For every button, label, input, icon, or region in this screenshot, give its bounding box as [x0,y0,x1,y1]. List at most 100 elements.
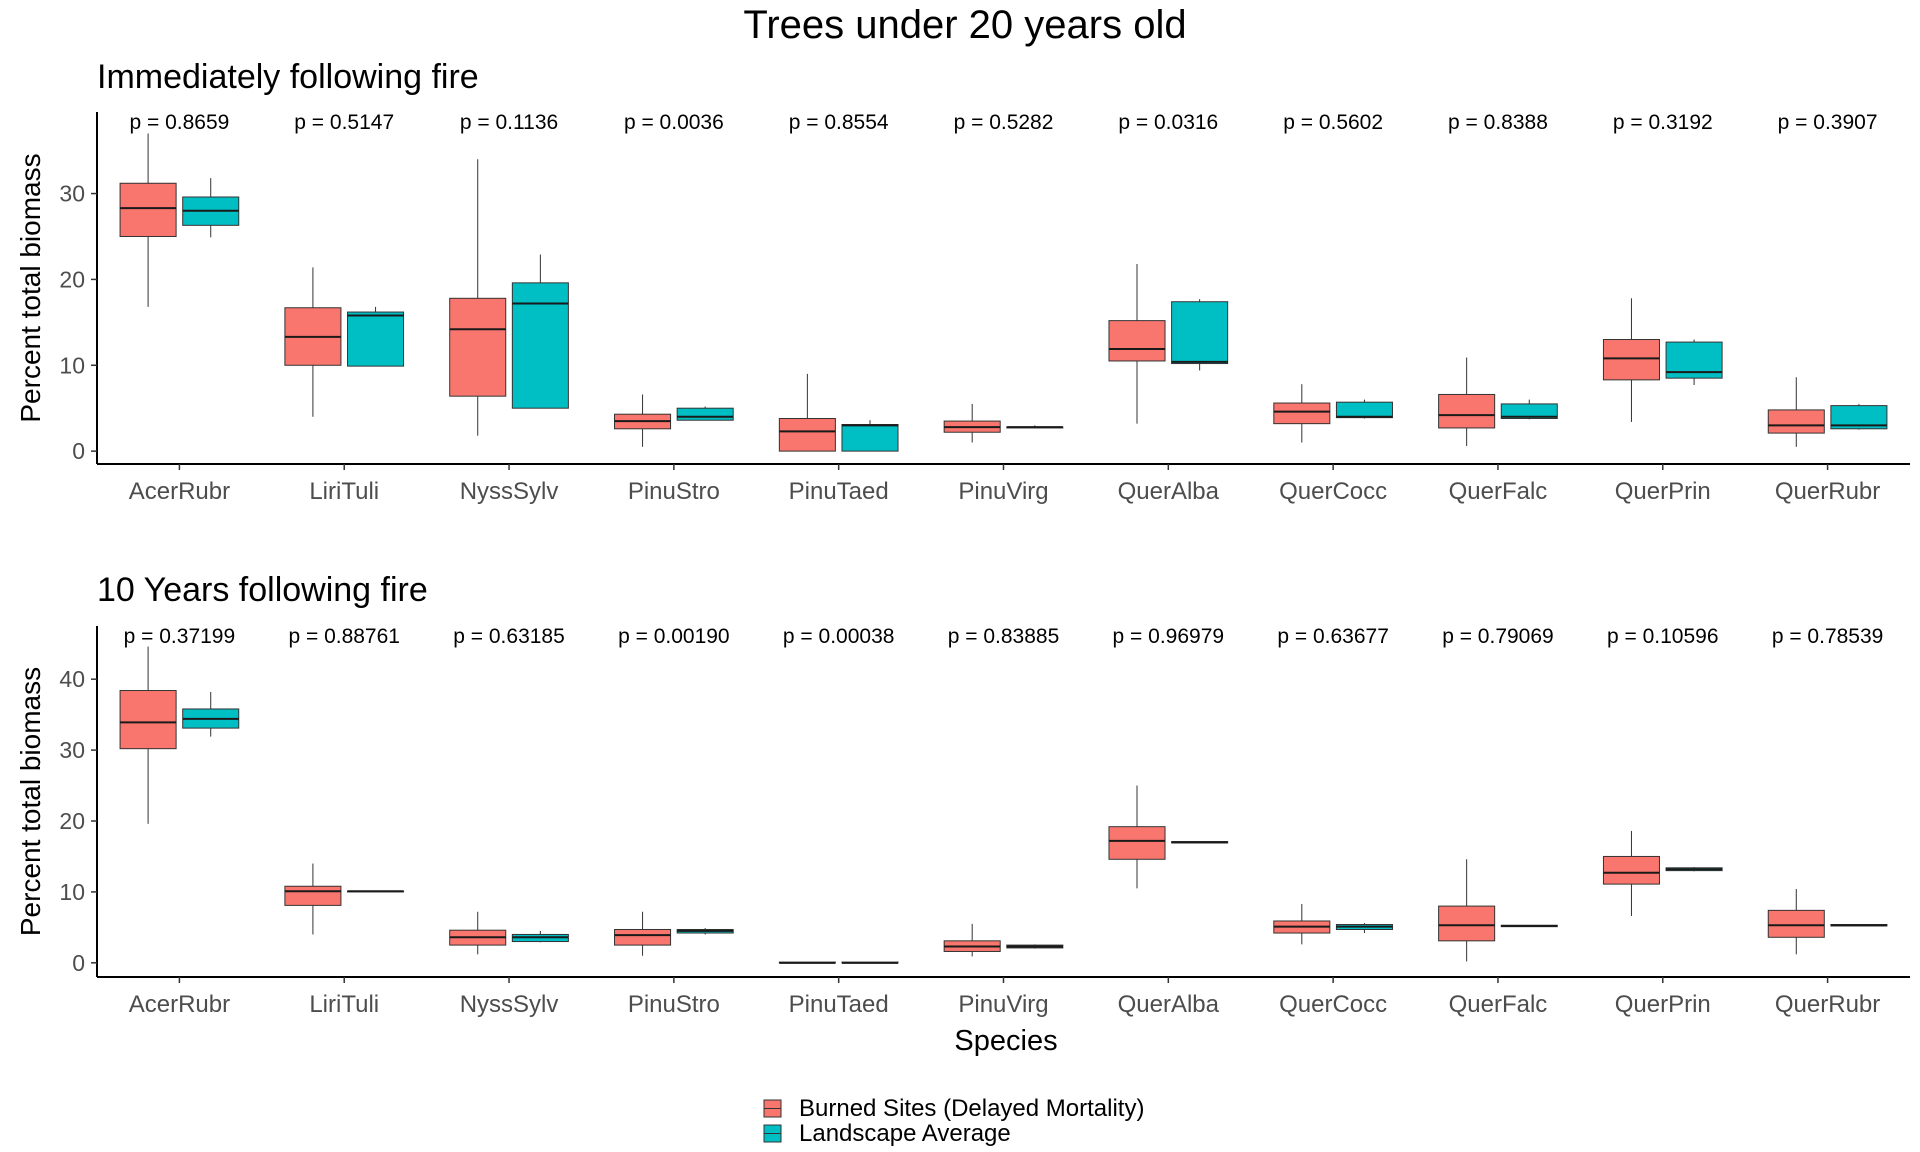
box-body [1171,301,1229,365]
box-body [676,407,734,421]
box-body [1602,855,1660,885]
x-tick-label: PinuVirg [958,991,1048,1018]
p-value-label: p = 0.00190 [618,625,730,648]
p-value-label: p = 0.8388 [1448,111,1548,134]
box-AcerRubr [182,691,240,737]
box-body [841,424,899,452]
box-body [1108,826,1166,860]
y-axis-label: Percent total biomass [15,153,46,422]
box-PinuVirg [943,923,1001,957]
box-PinuStro [614,394,672,447]
box-QuerFalc [1500,924,1558,928]
x-tick-label: PinuStro [628,478,720,505]
x-tick-label: LiriTuli [309,991,379,1018]
p-value-label: p = 0.63677 [1277,625,1389,648]
box-body [1500,403,1558,419]
p-value-label: p = 0.3192 [1613,111,1713,134]
legend: Burned Sites (Delayed Mortality) Landsca… [763,1095,1144,1147]
x-tick-label: AcerRubr [129,991,230,1018]
y-tick-label: 0 [72,438,85,464]
box-QuerCocc [1273,903,1331,945]
x-tick-label: AcerRubr [129,478,230,505]
p-value-label: p = 0.88761 [288,625,400,648]
box-PinuStro [614,911,672,956]
y-axis-label: Percent total biomass [15,667,46,936]
x-tick-label: QuerFalc [1449,991,1548,1018]
box-body [1438,393,1496,429]
y-tick-label: 20 [59,808,85,834]
panel-subtitle: 10 Years following fire [97,571,428,609]
p-value-label: p = 0.10596 [1607,625,1719,648]
box-PinuTaed [778,961,836,964]
box-QuerCocc [1273,384,1331,443]
p-value-label: p = 0.5147 [294,111,394,134]
x-tick-label: QuerCocc [1279,478,1387,505]
series-2 [182,691,1888,964]
box-LiriTuli [284,267,342,417]
box-PinuTaed [778,373,836,452]
x-tick-label: LiriTuli [309,478,379,505]
box-QuerRubr [1830,403,1888,430]
p-value-label: p = 0.79069 [1442,625,1554,648]
box-body [1767,909,1825,938]
box-QuerFalc [1438,859,1496,962]
box-AcerRubr [182,178,240,238]
box-PinuVirg [1006,944,1064,949]
box-QuerPrin [1665,339,1723,386]
panel-subtitle: Immediately following fire [97,58,479,96]
p-value-label: p = 0.8659 [129,111,229,134]
box-QuerCocc [1335,399,1393,419]
x-tick-label: QuerRubr [1775,991,1880,1018]
x-axis-label: Species [954,1025,1057,1057]
y-tick-label: 10 [59,352,85,378]
x-tick-label: QuerPrin [1615,478,1711,505]
box-body [1830,405,1888,430]
box-QuerPrin [1665,867,1723,872]
p-value-label: p = 0.63185 [453,625,565,648]
box-body [778,417,836,452]
legend-label-landscape: Landscape Average [799,1120,1011,1147]
box-PinuVirg [943,403,1001,443]
p-value-label: p = 0.5282 [954,111,1054,134]
box-body [119,182,177,237]
box-PinuStro [676,928,734,935]
x-tick-label: QuerFalc [1449,478,1548,505]
y-tick-label: 30 [59,181,85,207]
y-tick-label: 0 [72,950,85,976]
box-QuerRubr [1767,889,1825,955]
p-value-label: p = 0.1136 [460,111,558,134]
box-QuerCocc [1335,923,1393,934]
x-tick-label: QuerAlba [1118,991,1220,1018]
p-value-label: p = 0.96979 [1113,625,1225,648]
p-value-label: p = 0.3907 [1778,111,1878,134]
panel-1: Immediately following fire Percent total … [15,58,1910,505]
x-tick-label: PinuTaed [789,991,889,1018]
x-tick-label: QuerPrin [1615,991,1711,1018]
box-PinuStro [676,406,734,421]
box-LiriTuli [284,863,342,935]
box-body [1602,339,1660,381]
box-body [511,282,569,409]
box-NyssSylv [449,911,507,955]
box-body [119,690,177,750]
x-tick-label: PinuTaed [789,478,889,505]
box-PinuTaed [841,420,899,452]
y-tick-label: 40 [59,666,85,692]
series-1 [119,646,1825,964]
figure-title: Trees under 20 years old [743,3,1186,47]
series-1 [119,133,1825,452]
box-AcerRubr [119,646,177,824]
y-tick-label: 20 [59,266,85,292]
box-LiriTuli [347,306,405,367]
x-tick-label: NyssSylv [460,478,559,505]
series-2 [182,178,1888,452]
box-body [1273,402,1331,425]
box-QuerPrin [1602,830,1660,917]
box-body [347,311,405,367]
box-body [1335,401,1393,419]
box-LiriTuli [347,890,405,893]
x-tick-label: QuerRubr [1775,478,1880,505]
y-tick-label: 10 [59,879,85,905]
box-body [449,297,507,397]
y-tick-label: 30 [59,737,85,763]
